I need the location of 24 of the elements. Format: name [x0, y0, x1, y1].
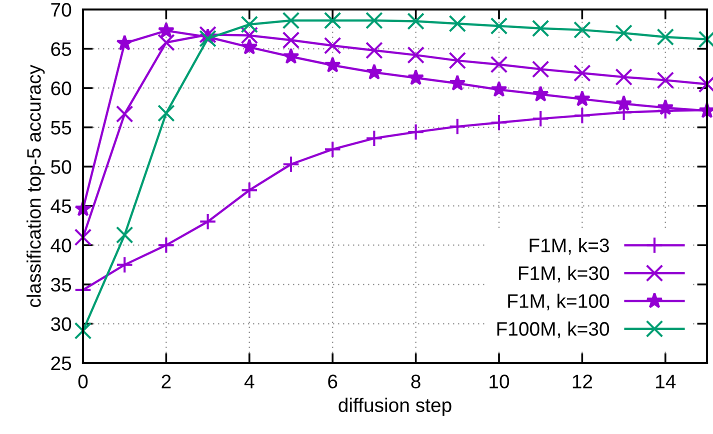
- x-tick-label: 6: [328, 374, 338, 388]
- legend-label: F100M, k=30: [497, 322, 610, 338]
- legend-label: F1M, k=3: [530, 238, 609, 255]
- y-tick-label: 60: [51, 82, 72, 96]
- y-tick-label: 45: [50, 200, 72, 214]
- x-tick-label: 2: [162, 374, 171, 388]
- y-tick-label: 25: [51, 356, 72, 370]
- x-axis-title: diffusion step: [338, 398, 452, 416]
- y-tick-label: 55: [51, 121, 72, 135]
- y-tick-label: 40: [50, 238, 72, 252]
- y-tick-label: 30: [51, 317, 72, 331]
- y-axis-title: classification top-5 accuracy: [26, 64, 45, 307]
- y-tick-label: 70: [51, 2, 72, 17]
- legend-label: F1M, k=30: [518, 266, 610, 282]
- x-tick-label: 8: [411, 374, 420, 388]
- legend-label: F1M, k=100: [508, 294, 610, 310]
- y-tick-label: 50: [51, 160, 72, 174]
- x-tick-label: 4: [244, 374, 254, 388]
- x-tick-label: 0: [78, 374, 88, 388]
- x-tick-label: 10: [490, 374, 510, 388]
- y-tick-label: 35: [51, 278, 72, 292]
- x-tick-label: 12: [572, 374, 592, 388]
- x-tick-label: 14: [656, 374, 676, 388]
- y-tick-label: 65: [51, 42, 72, 56]
